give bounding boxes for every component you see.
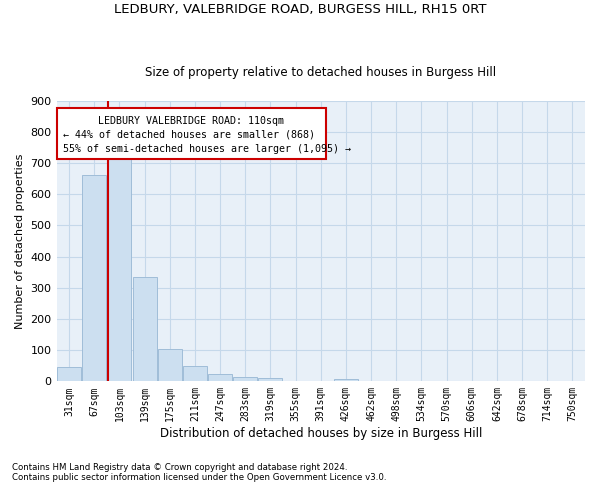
X-axis label: Distribution of detached houses by size in Burgess Hill: Distribution of detached houses by size … [160,427,482,440]
Text: LEDBURY, VALEBRIDGE ROAD, BURGESS HILL, RH15 0RT: LEDBURY, VALEBRIDGE ROAD, BURGESS HILL, … [114,2,486,16]
Bar [334,379,358,382]
Bar [82,176,106,382]
Y-axis label: Number of detached properties: Number of detached properties [15,153,25,328]
FancyBboxPatch shape [56,108,326,160]
Text: Contains public sector information licensed under the Open Government Licence v3: Contains public sector information licen… [12,474,386,482]
Bar [107,148,131,382]
Bar [158,349,182,382]
Text: Contains HM Land Registry data © Crown copyright and database right 2024.: Contains HM Land Registry data © Crown c… [12,464,347,472]
Bar [133,277,157,382]
Bar [259,378,283,382]
Bar [233,377,257,382]
Title: Size of property relative to detached houses in Burgess Hill: Size of property relative to detached ho… [145,66,496,78]
Bar [57,366,81,382]
Text: LEDBURY VALEBRIDGE ROAD: 110sqm: LEDBURY VALEBRIDGE ROAD: 110sqm [98,116,284,126]
Bar [208,374,232,382]
Text: ← 44% of detached houses are smaller (868): ← 44% of detached houses are smaller (86… [64,130,316,140]
Bar [183,366,207,382]
Text: 55% of semi-detached houses are larger (1,095) →: 55% of semi-detached houses are larger (… [64,144,352,154]
